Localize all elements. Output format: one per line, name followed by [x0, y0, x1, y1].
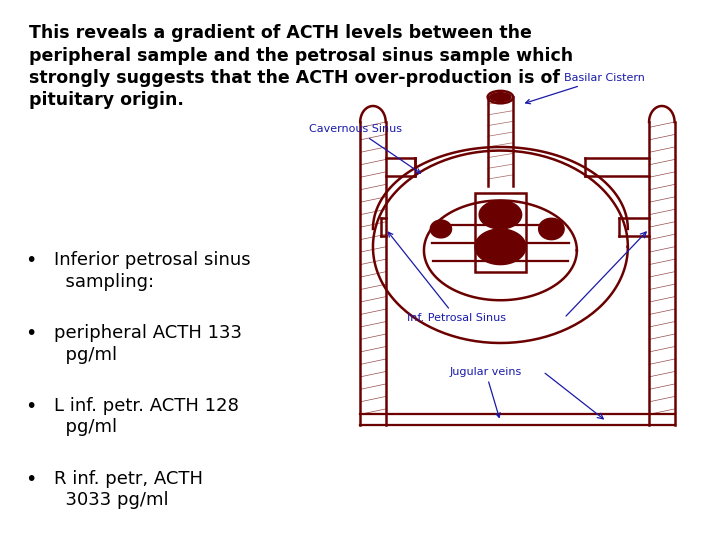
Text: •: • — [25, 251, 37, 270]
Text: •: • — [25, 324, 37, 343]
Text: L inf. petr. ACTH 128
  pg/ml: L inf. petr. ACTH 128 pg/ml — [54, 397, 239, 436]
Bar — [475, 193, 526, 272]
Text: Inf. Petrosal Sinus: Inf. Petrosal Sinus — [388, 232, 506, 323]
Text: peripheral ACTH 133
  pg/ml: peripheral ACTH 133 pg/ml — [54, 324, 242, 363]
Text: Jugular veins: Jugular veins — [449, 367, 522, 417]
Text: This reveals a gradient of ACTH levels between the
peripheral sample and the pet: This reveals a gradient of ACTH levels b… — [29, 24, 573, 109]
Text: •: • — [25, 470, 37, 489]
Text: •: • — [25, 397, 37, 416]
Text: Cavernous Sinus: Cavernous Sinus — [310, 124, 420, 173]
Polygon shape — [475, 229, 526, 265]
Text: R inf. petr, ACTH
  3033 pg/ml: R inf. petr, ACTH 3033 pg/ml — [54, 470, 203, 509]
Text: Basilar Cistern: Basilar Cistern — [526, 73, 645, 104]
Polygon shape — [431, 220, 451, 238]
Polygon shape — [480, 200, 521, 229]
Ellipse shape — [490, 93, 511, 102]
Text: Inferior petrosal sinus
  sampling:: Inferior petrosal sinus sampling: — [54, 251, 251, 291]
Polygon shape — [539, 218, 564, 240]
